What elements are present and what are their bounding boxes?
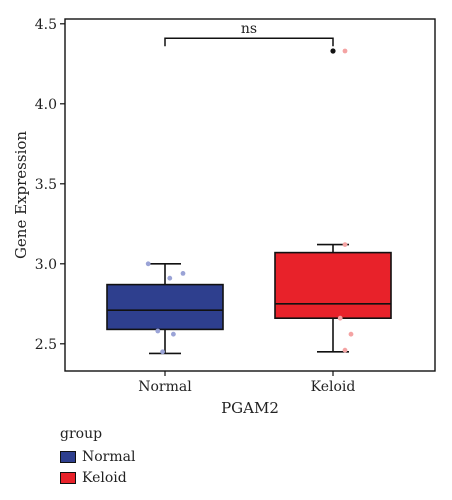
jitter-point-normal-5 <box>160 349 166 355</box>
x-tick-label-normal: Normal <box>138 379 192 395</box>
jitter-point-keloid-0 <box>342 48 348 54</box>
x-axis: Normal Keloid <box>138 371 355 395</box>
y-tick-label-3-5: 3.5 <box>35 177 57 193</box>
jitter-point-normal-3 <box>155 328 161 334</box>
jitter-point-normal-1 <box>167 275 173 281</box>
significance-label: ns <box>241 21 257 37</box>
jitter-point-normal-2 <box>180 271 186 276</box>
x-axis-label: PGAM2 <box>221 399 279 417</box>
outlier-keloid-0 <box>330 48 336 54</box>
x-tick-label-keloid: Keloid <box>311 379 356 395</box>
y-axis: 2.5 3.0 3.5 4.0 4.5 <box>35 17 65 353</box>
jitter-points <box>145 48 354 355</box>
jitter-point-normal-0 <box>145 261 151 267</box>
legend-label-keloid: Keloid <box>82 469 127 486</box>
box-normal <box>106 283 224 331</box>
legend-swatch-normal <box>60 450 76 463</box>
jitter-point-keloid-1 <box>342 242 348 248</box>
y-tick-label-4-0: 4.0 <box>35 97 57 113</box>
significance-bracket <box>164 37 334 47</box>
legend: group Normal Keloid <box>60 426 135 488</box>
legend-item-keloid: Keloid <box>60 467 135 488</box>
jitter-point-keloid-3 <box>348 331 354 337</box>
y-tick-label-4-5: 4.5 <box>35 17 57 33</box>
jitter-point-keloid-4 <box>342 347 348 353</box>
legend-label-normal: Normal <box>82 448 136 465</box>
jitter-point-keloid-2 <box>337 315 343 321</box>
significance-annotation: ns <box>164 21 334 47</box>
jitter-point-normal-4 <box>171 331 176 337</box>
legend-swatch-keloid <box>60 471 76 484</box>
y-tick-label-2-5: 2.5 <box>35 337 57 353</box>
legend-title: group <box>60 426 103 442</box>
boxes <box>106 48 392 355</box>
y-tick-label-3-0: 3.0 <box>35 257 57 273</box>
box-keloid <box>274 251 392 320</box>
y-axis-label: Gene Expression <box>12 131 30 259</box>
legend-item-normal: Normal <box>60 446 135 467</box>
